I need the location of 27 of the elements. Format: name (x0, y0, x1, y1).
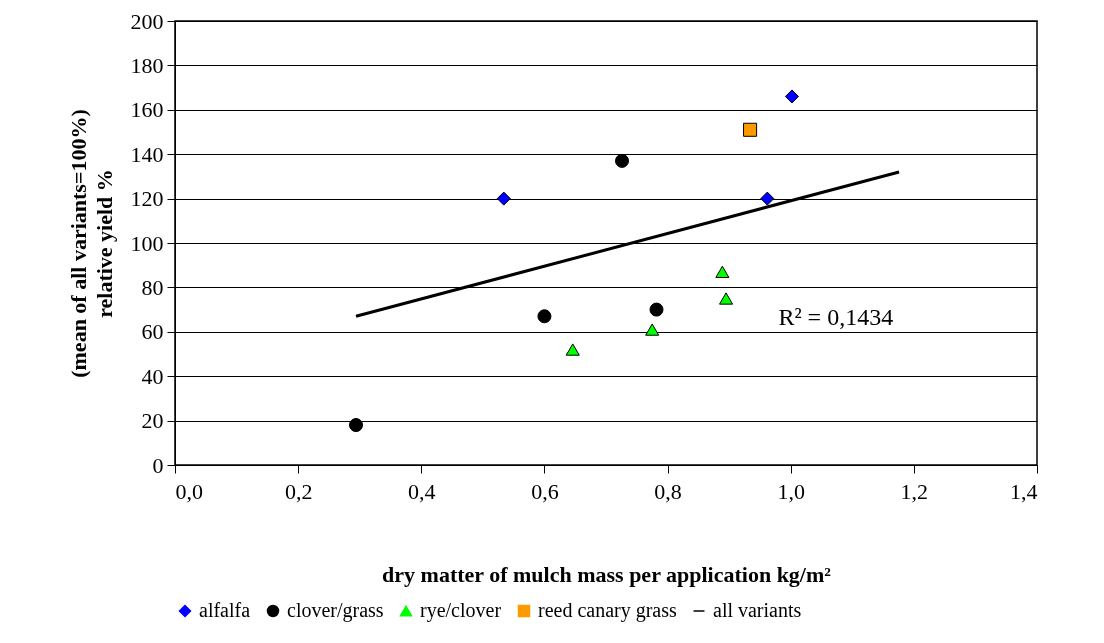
x-tick-label: 0,6 (531, 478, 559, 504)
x-tick-label: 1,0 (777, 478, 805, 504)
legend-label: all variants (713, 599, 802, 621)
x-axis-title: dry matter of mulch mass per application kg/m² (382, 561, 832, 587)
y-tick-label: 80 (141, 274, 164, 300)
legend-label: alfalfa (199, 599, 251, 621)
legend-label: reed canary grass (538, 599, 678, 622)
y-tick-label: 100 (130, 230, 164, 256)
y-tick-label: 40 (141, 363, 164, 389)
y-tick-label: 180 (130, 52, 164, 78)
x-tick-label: 0,0 (175, 478, 203, 504)
y-tick-label: 120 (130, 186, 164, 212)
x-tick-label: 1,2 (900, 478, 929, 504)
x-tick-label: 0,2 (284, 478, 313, 504)
x-tick-label: 0,8 (654, 478, 682, 504)
x-tick-label: 0,4 (408, 478, 436, 504)
y-tick-label: 200 (130, 8, 164, 34)
y-tick-label: 60 (141, 319, 164, 345)
y-tick-label: 140 (130, 141, 164, 167)
annotation: R² = 0,1434 (778, 304, 894, 331)
legend-label: rye/clover (420, 599, 502, 622)
y-tick-label: 0 (152, 452, 164, 478)
y-tick-label: 20 (141, 408, 164, 434)
y-axis-title: (mean of all variants=100%) relative yield % (65, 109, 117, 378)
x-tick-label: 1,4 (1010, 478, 1038, 504)
y-tick-label: 160 (130, 97, 164, 123)
legend-label: clover/grass (287, 599, 384, 622)
